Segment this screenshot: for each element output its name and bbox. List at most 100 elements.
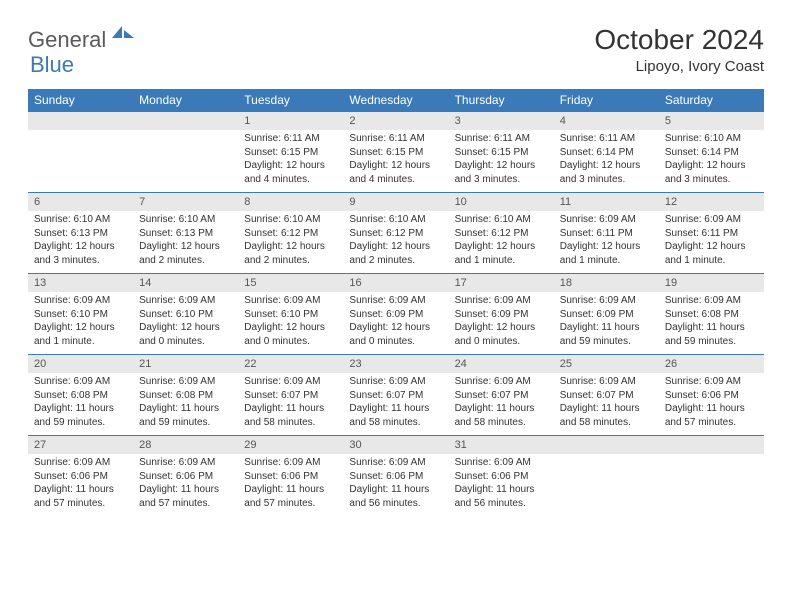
day-number: 1 <box>238 112 343 131</box>
day-content: Sunrise: 6:10 AMSunset: 6:12 PMDaylight:… <box>238 211 343 274</box>
sunrise-text: Sunrise: 6:10 AM <box>349 213 442 227</box>
day-header-friday: Friday <box>554 89 659 112</box>
daylight-text: Daylight: 12 hours and 3 minutes. <box>34 240 127 267</box>
sunset-text: Sunset: 6:10 PM <box>139 308 232 322</box>
day-number: 21 <box>133 355 238 374</box>
day-number: 11 <box>554 193 659 212</box>
day-number: 2 <box>343 112 448 131</box>
day-number: 12 <box>659 193 764 212</box>
empty-day-number <box>133 112 238 131</box>
day-number: 3 <box>449 112 554 131</box>
sunrise-text: Sunrise: 6:09 AM <box>665 375 758 389</box>
sunrise-text: Sunrise: 6:09 AM <box>455 375 548 389</box>
header: General October 2024 Lipoyo, Ivory Coast <box>28 24 764 75</box>
sunset-text: Sunset: 6:07 PM <box>455 389 548 403</box>
sunset-text: Sunset: 6:07 PM <box>244 389 337 403</box>
sunset-text: Sunset: 6:06 PM <box>455 470 548 484</box>
sunset-text: Sunset: 6:12 PM <box>244 227 337 241</box>
day-number: 18 <box>554 274 659 293</box>
day-content: Sunrise: 6:09 AMSunset: 6:07 PMDaylight:… <box>343 373 448 436</box>
day-number: 13 <box>28 274 133 293</box>
day-content: Sunrise: 6:09 AMSunset: 6:06 PMDaylight:… <box>449 454 554 516</box>
sunset-text: Sunset: 6:14 PM <box>665 146 758 160</box>
sunset-text: Sunset: 6:15 PM <box>244 146 337 160</box>
sunrise-text: Sunrise: 6:09 AM <box>560 375 653 389</box>
day-content: Sunrise: 6:09 AMSunset: 6:06 PMDaylight:… <box>659 373 764 436</box>
sunrise-text: Sunrise: 6:09 AM <box>244 375 337 389</box>
day-content: Sunrise: 6:09 AMSunset: 6:07 PMDaylight:… <box>238 373 343 436</box>
sunrise-text: Sunrise: 6:09 AM <box>560 294 653 308</box>
sunset-text: Sunset: 6:12 PM <box>349 227 442 241</box>
day-number: 24 <box>449 355 554 374</box>
sunrise-text: Sunrise: 6:09 AM <box>34 456 127 470</box>
day-number: 4 <box>554 112 659 131</box>
calendar-table: SundayMondayTuesdayWednesdayThursdayFrid… <box>28 89 764 516</box>
page: General October 2024 Lipoyo, Ivory Coast… <box>0 0 792 540</box>
daylight-text: Daylight: 11 hours and 58 minutes. <box>560 402 653 429</box>
sunrise-text: Sunrise: 6:09 AM <box>665 213 758 227</box>
daylight-text: Daylight: 11 hours and 56 minutes. <box>455 483 548 510</box>
sunset-text: Sunset: 6:09 PM <box>349 308 442 322</box>
sunset-text: Sunset: 6:08 PM <box>34 389 127 403</box>
sunrise-text: Sunrise: 6:11 AM <box>455 132 548 146</box>
sunrise-text: Sunrise: 6:11 AM <box>349 132 442 146</box>
day-number: 19 <box>659 274 764 293</box>
day-content: Sunrise: 6:09 AMSunset: 6:11 PMDaylight:… <box>554 211 659 274</box>
empty-day-number <box>28 112 133 131</box>
daylight-text: Daylight: 11 hours and 57 minutes. <box>244 483 337 510</box>
day-content: Sunrise: 6:09 AMSunset: 6:07 PMDaylight:… <box>554 373 659 436</box>
day-number: 29 <box>238 436 343 455</box>
day-content: Sunrise: 6:10 AMSunset: 6:12 PMDaylight:… <box>343 211 448 274</box>
daylight-text: Daylight: 11 hours and 58 minutes. <box>244 402 337 429</box>
sunrise-text: Sunrise: 6:09 AM <box>139 375 232 389</box>
day-number: 31 <box>449 436 554 455</box>
day-number: 5 <box>659 112 764 131</box>
day-content: Sunrise: 6:09 AMSunset: 6:06 PMDaylight:… <box>343 454 448 516</box>
sunset-text: Sunset: 6:09 PM <box>455 308 548 322</box>
sunset-text: Sunset: 6:06 PM <box>349 470 442 484</box>
sunrise-text: Sunrise: 6:10 AM <box>34 213 127 227</box>
daylight-text: Daylight: 11 hours and 57 minutes. <box>665 402 758 429</box>
day-content: Sunrise: 6:11 AMSunset: 6:14 PMDaylight:… <box>554 130 659 193</box>
empty-day-number <box>659 436 764 455</box>
logo-text-general: General <box>28 27 106 53</box>
sunrise-text: Sunrise: 6:09 AM <box>455 456 548 470</box>
day-content: Sunrise: 6:10 AMSunset: 6:13 PMDaylight:… <box>133 211 238 274</box>
day-number: 10 <box>449 193 554 212</box>
sunset-text: Sunset: 6:07 PM <box>349 389 442 403</box>
day-content: Sunrise: 6:10 AMSunset: 6:13 PMDaylight:… <box>28 211 133 274</box>
sunset-text: Sunset: 6:06 PM <box>665 389 758 403</box>
day-content: Sunrise: 6:09 AMSunset: 6:08 PMDaylight:… <box>28 373 133 436</box>
daylight-text: Daylight: 12 hours and 3 minutes. <box>560 159 653 186</box>
day-number: 6 <box>28 193 133 212</box>
day-header-monday: Monday <box>133 89 238 112</box>
day-number: 14 <box>133 274 238 293</box>
day-content: Sunrise: 6:09 AMSunset: 6:10 PMDaylight:… <box>28 292 133 355</box>
week-content-row: Sunrise: 6:10 AMSunset: 6:13 PMDaylight:… <box>28 211 764 274</box>
day-content: Sunrise: 6:09 AMSunset: 6:09 PMDaylight:… <box>343 292 448 355</box>
sunrise-text: Sunrise: 6:10 AM <box>139 213 232 227</box>
day-header-sunday: Sunday <box>28 89 133 112</box>
day-number: 27 <box>28 436 133 455</box>
day-number: 30 <box>343 436 448 455</box>
empty-day-content <box>554 454 659 516</box>
week-content-row: Sunrise: 6:09 AMSunset: 6:08 PMDaylight:… <box>28 373 764 436</box>
day-number: 25 <box>554 355 659 374</box>
day-number: 23 <box>343 355 448 374</box>
week-number-row: 2728293031 <box>28 436 764 455</box>
sunset-text: Sunset: 6:08 PM <box>139 389 232 403</box>
day-content: Sunrise: 6:09 AMSunset: 6:07 PMDaylight:… <box>449 373 554 436</box>
sunset-text: Sunset: 6:13 PM <box>34 227 127 241</box>
sunrise-text: Sunrise: 6:09 AM <box>349 294 442 308</box>
week-content-row: Sunrise: 6:09 AMSunset: 6:10 PMDaylight:… <box>28 292 764 355</box>
day-number: 16 <box>343 274 448 293</box>
sunset-text: Sunset: 6:06 PM <box>244 470 337 484</box>
sunrise-text: Sunrise: 6:09 AM <box>139 456 232 470</box>
day-content: Sunrise: 6:09 AMSunset: 6:10 PMDaylight:… <box>238 292 343 355</box>
daylight-text: Daylight: 12 hours and 4 minutes. <box>349 159 442 186</box>
sunset-text: Sunset: 6:13 PM <box>139 227 232 241</box>
day-number: 20 <box>28 355 133 374</box>
sunrise-text: Sunrise: 6:09 AM <box>34 375 127 389</box>
day-number: 8 <box>238 193 343 212</box>
week-content-row: Sunrise: 6:11 AM Sunset: 6:15 PM Daylight:… <box>28 130 764 193</box>
